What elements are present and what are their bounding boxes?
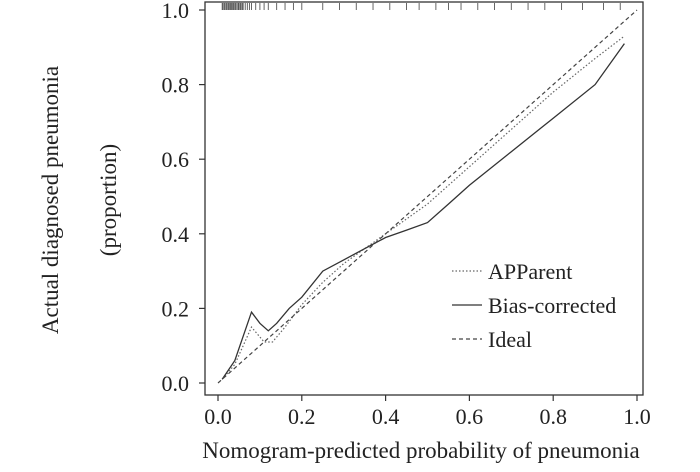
x-tick-label: 0.4	[372, 404, 400, 429]
series-layer	[217, 9, 638, 384]
rug-marks	[221, 3, 621, 10]
x-tick-label: 0.2	[288, 404, 316, 429]
y-tick-label: 0.0	[162, 371, 190, 396]
series-line-apparent	[221, 35, 625, 380]
y-tick-label: 0.2	[162, 296, 190, 321]
y-tick-label: 0.6	[162, 147, 190, 172]
y-tick-label: 0.8	[162, 73, 190, 98]
x-tick-label: 0.0	[204, 404, 232, 429]
legend: APParent Bias-corrected Ideal	[452, 259, 616, 352]
y-axis-title-line1: Actual diagnosed pneumonia	[38, 66, 63, 334]
x-axis-title: Nomogram-predicted probability of pneumo…	[202, 438, 640, 463]
y-tick-label: 1.0	[162, 0, 190, 23]
x-tick-label: 1.0	[623, 404, 651, 429]
y-axis: 0.0 0.2 0.4 0.6 0.8 1.0	[162, 0, 205, 396]
legend-label-apparent: APParent	[488, 259, 572, 284]
y-tick-label: 0.4	[162, 222, 190, 247]
x-axis: 0.0 0.2 0.4 0.6 0.8 1.0	[204, 395, 651, 429]
x-tick-label: 0.8	[539, 404, 567, 429]
series-line-bias-corrected	[221, 43, 625, 380]
y-axis-title-line2: (proportion)	[96, 144, 121, 256]
legend-label-ideal: Ideal	[488, 327, 532, 352]
x-tick-label: 0.6	[456, 404, 484, 429]
y-axis-title: Actual diagnosed pneumonia (proportion)	[38, 66, 121, 334]
plot-frame	[204, 1, 644, 396]
legend-label-bias-corrected: Bias-corrected	[488, 293, 616, 318]
series-line-ideal	[217, 9, 638, 384]
